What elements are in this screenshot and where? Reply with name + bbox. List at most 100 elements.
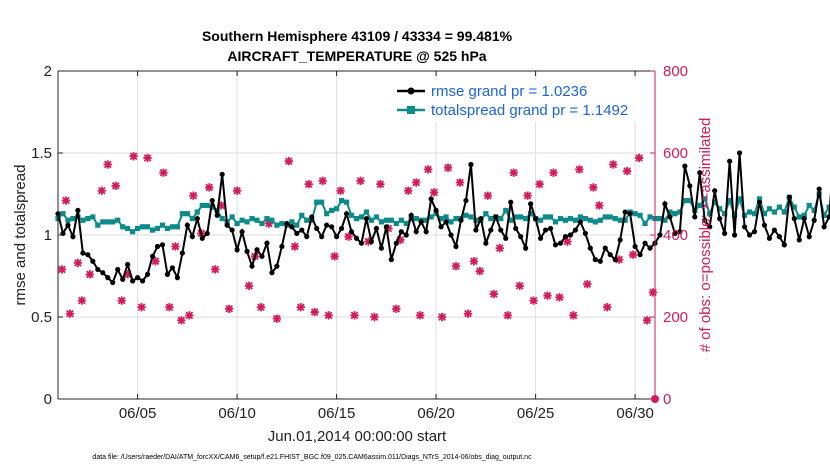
y-right-tick-label: 0 [663, 391, 671, 408]
obs-marker [103, 160, 112, 169]
obs-marker [392, 304, 401, 313]
rmse-point [353, 235, 360, 241]
rmse-point [607, 252, 613, 258]
rmse-point [483, 240, 489, 246]
totalspread-point [413, 216, 419, 222]
rmse-point [751, 229, 758, 235]
obs-marker [97, 186, 106, 195]
totalspread-point [130, 229, 136, 235]
rmse-point [70, 234, 76, 240]
totalspread-point [363, 209, 370, 215]
rmse-point [677, 229, 683, 235]
totalspread-point [537, 217, 544, 223]
rmse-point [612, 257, 618, 263]
y-tick-label: 1.5 [31, 145, 52, 162]
obs-marker [634, 153, 644, 163]
rmse-point [239, 229, 245, 235]
totalspread-point [647, 214, 653, 220]
rmse-point [438, 224, 444, 230]
rmse-point [513, 225, 519, 232]
rmse-point [632, 243, 638, 250]
obs-marker [310, 307, 319, 317]
obs-marker [77, 296, 87, 305]
totalspread-point [577, 214, 583, 220]
rmse-point [304, 234, 310, 240]
x-tick-label: 06/10 [218, 405, 256, 422]
totalspread-point [304, 217, 310, 223]
obs-marker [296, 302, 305, 312]
obs-marker [177, 316, 186, 325]
obs-marker [648, 288, 658, 297]
y-right-zero-marker [651, 395, 659, 403]
obs-marker [503, 311, 512, 320]
obs-marker [318, 176, 327, 186]
obs-marker [437, 312, 447, 322]
rmse-point [373, 225, 379, 232]
rmse-point [85, 252, 91, 258]
rmse-point [324, 222, 330, 228]
totalspread-point [796, 214, 802, 220]
rmse-point [368, 238, 375, 245]
obs-marker [404, 186, 413, 195]
obs-marker [129, 152, 138, 161]
totalspread-point [388, 217, 394, 223]
rmse-point [388, 257, 394, 263]
totalspread-point [732, 212, 738, 218]
rmse-point [761, 222, 768, 228]
totalspread-point [189, 216, 195, 222]
obs-marker [489, 289, 499, 299]
totalspread-point [383, 217, 389, 223]
totalspread-point [682, 197, 688, 204]
rmse-point [224, 222, 230, 228]
rmse-point [393, 240, 399, 246]
rmse-point [736, 150, 743, 156]
totalspread-point [463, 212, 469, 218]
totalspread-point [791, 204, 797, 210]
obs-marker [396, 235, 405, 245]
totalspread-point [110, 219, 116, 225]
rmse-point [547, 225, 554, 232]
y-tick-label: 0 [44, 391, 52, 408]
obs-marker [137, 302, 146, 312]
rmse-point [264, 240, 270, 246]
rmse-point [493, 214, 499, 220]
rmse-point [204, 230, 210, 236]
totalspread-point [169, 224, 176, 230]
obs-marker [614, 255, 624, 264]
rmse-point [642, 240, 648, 246]
totalspread-point [468, 214, 474, 220]
rmse-point [488, 227, 494, 233]
rmse-point [786, 194, 792, 200]
rmse-point [75, 207, 81, 213]
totalspread-point [229, 214, 235, 220]
totalspread-point [557, 216, 564, 222]
rmse-point [552, 242, 559, 248]
totalspread-point [179, 211, 185, 217]
rmse-point [199, 235, 205, 241]
totalspread-point [662, 217, 668, 223]
rmse-point [592, 257, 598, 263]
obs-marker [412, 178, 421, 187]
rmse-point [657, 232, 663, 238]
obs-marker [455, 178, 465, 187]
rmse-point [647, 245, 653, 251]
obs-marker [232, 186, 242, 195]
totalspread-point [289, 219, 295, 225]
chart-subtitle: AIRCRAFT_TEMPERATURE @ 525 hPa [227, 48, 486, 64]
totalspread-point [85, 216, 91, 222]
rmse-point [343, 211, 350, 217]
obs-marker [515, 281, 524, 291]
rmse-point [537, 235, 544, 241]
rmse-point [229, 227, 235, 233]
totalspread-point [736, 196, 743, 202]
totalspread-point [667, 209, 673, 215]
rmse-point [672, 230, 678, 236]
obs-marker [224, 304, 234, 313]
obs-marker [290, 242, 300, 251]
obs-marker [589, 183, 598, 192]
totalspread-point [746, 209, 753, 215]
rmse-point [169, 265, 176, 271]
x-tick-label: 06/25 [517, 405, 555, 422]
obs-marker [185, 311, 194, 320]
rmse-point [105, 275, 111, 281]
